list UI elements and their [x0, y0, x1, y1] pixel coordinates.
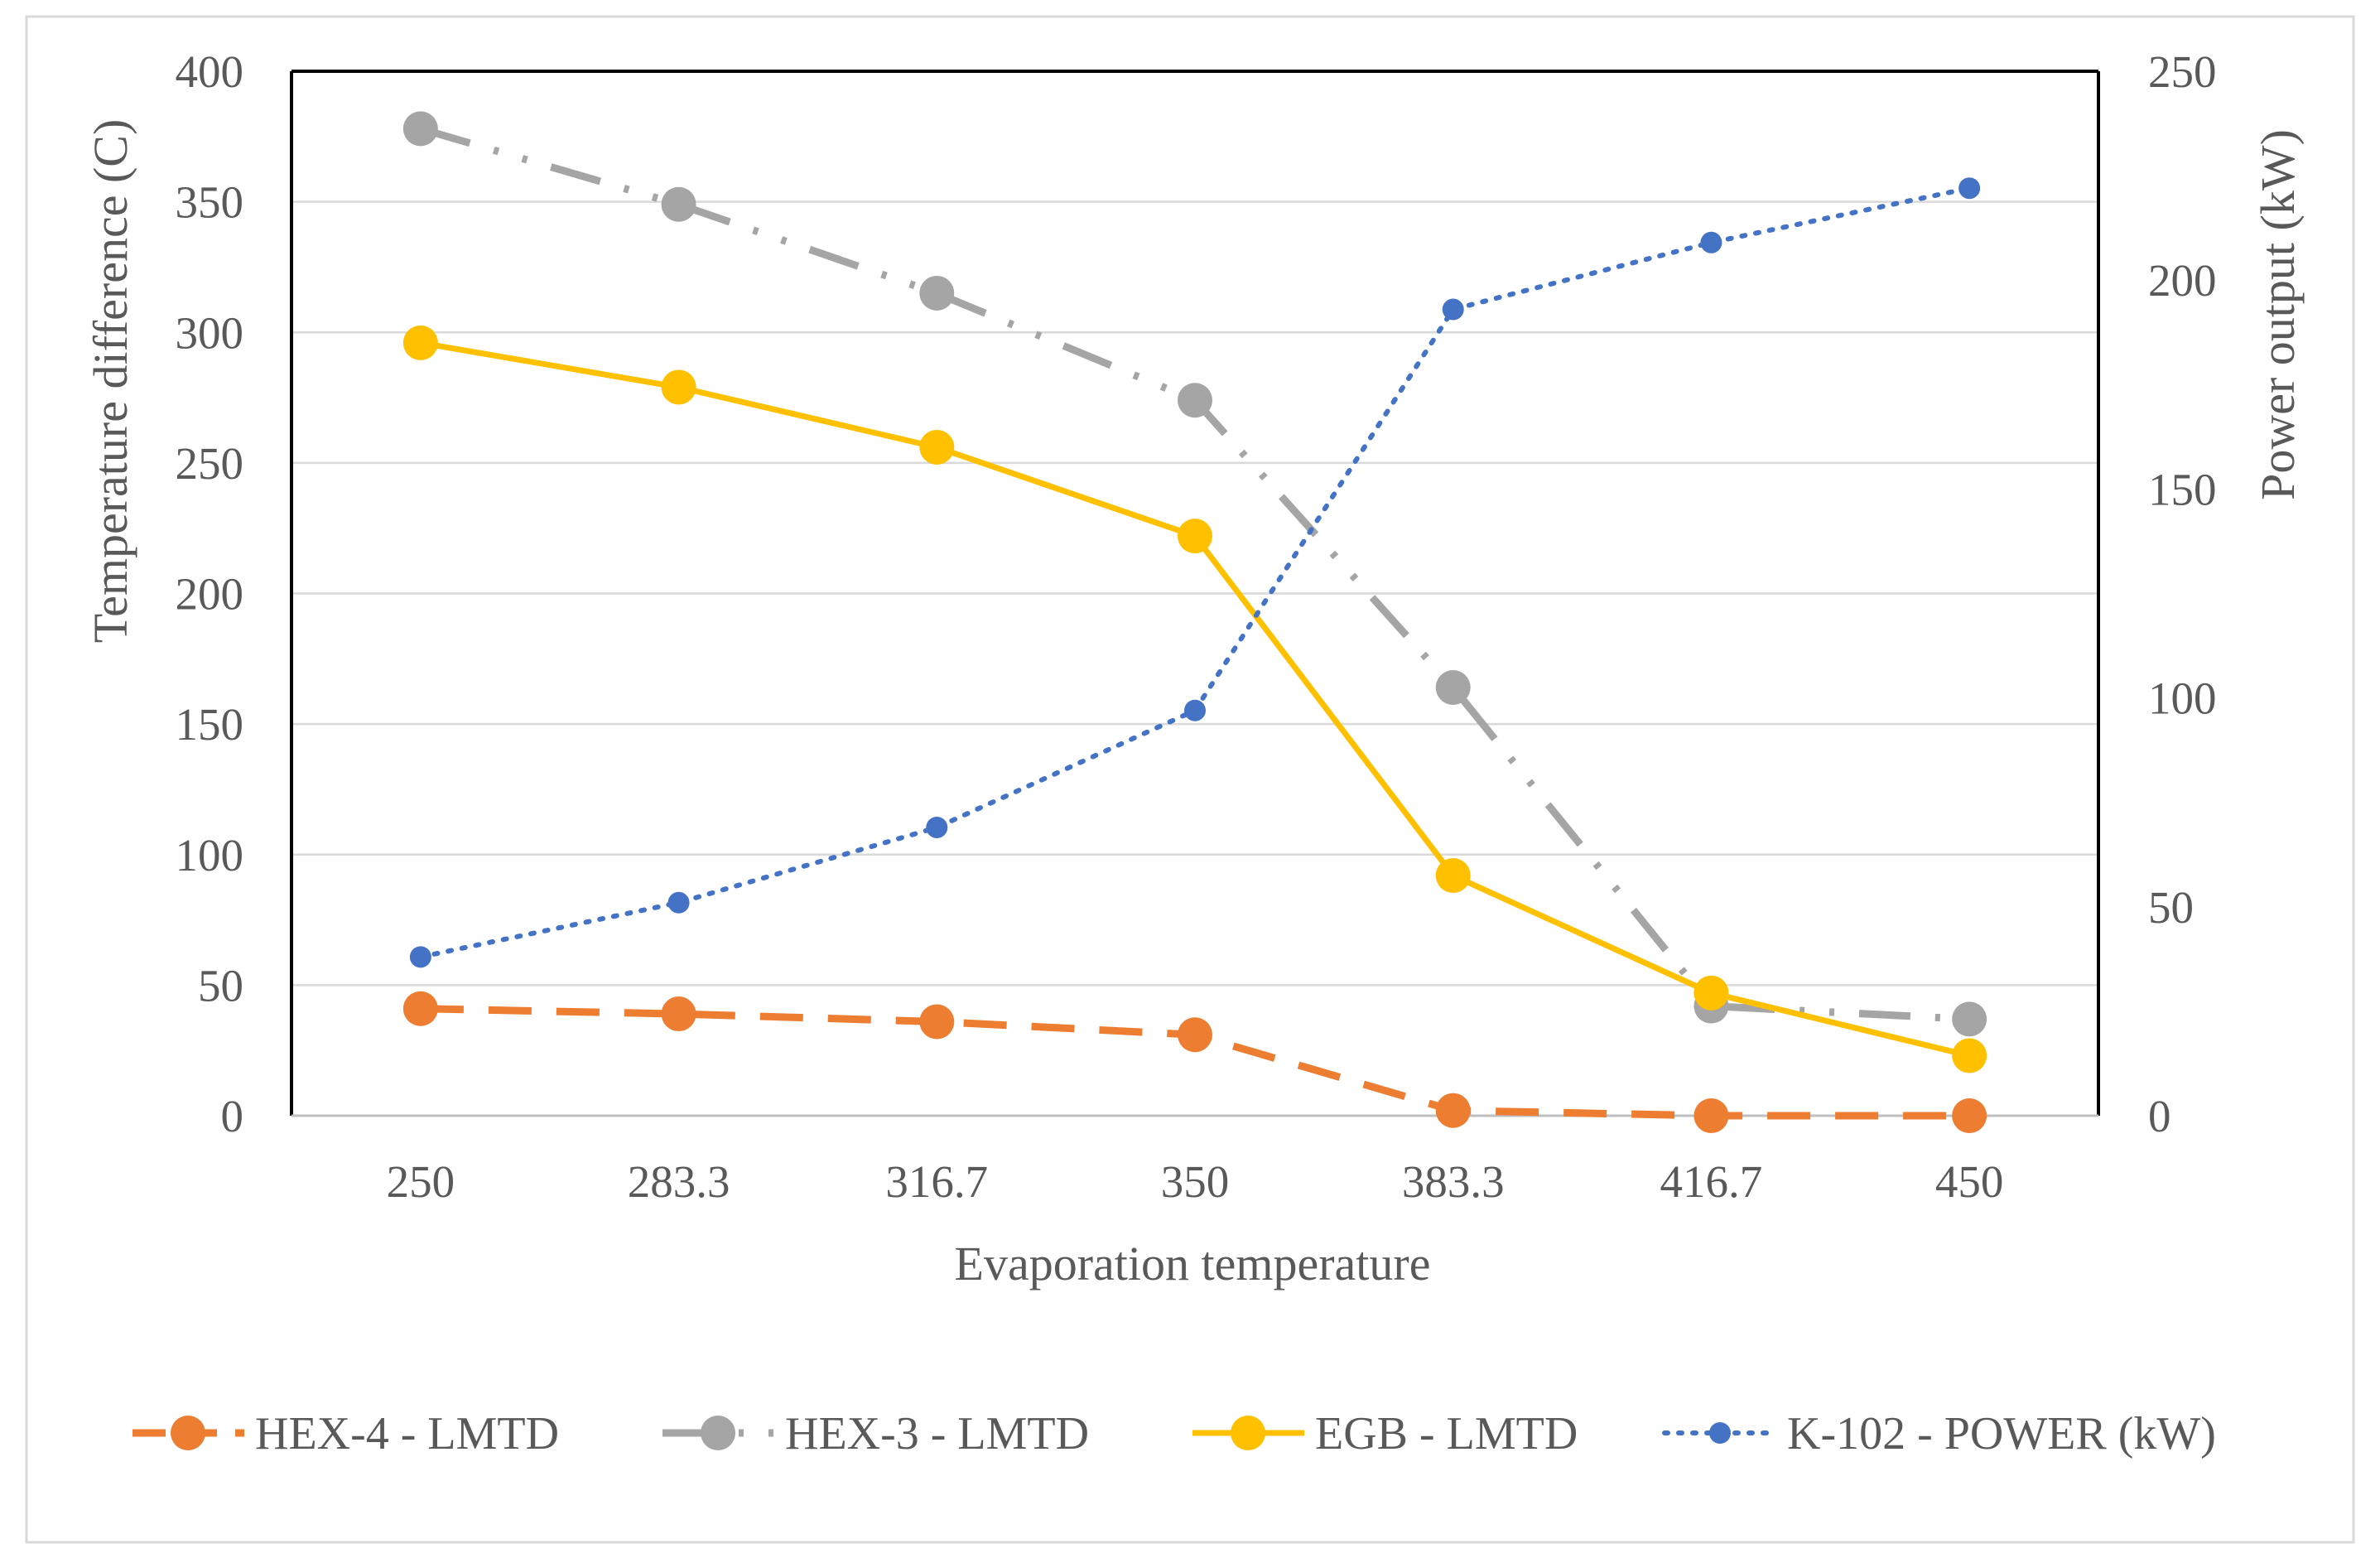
legend: HEX-4 - LMTD HEX-3 - LMTD EGB - LMTD K-102 … [132, 1408, 2216, 1459]
y-tick-label: 350 [176, 177, 244, 228]
data-point-s0-2 [919, 1004, 955, 1040]
data-point-s3-5 [1700, 231, 1722, 253]
y-tick-label: 400 [176, 46, 244, 97]
y2-axis-title: Power output (kW) [2251, 129, 2305, 500]
data-point-s2-5 [1693, 975, 1729, 1011]
x-tick-label: 383.3 [1402, 1156, 1505, 1207]
data-point-s2-3 [1178, 519, 1212, 554]
data-point-s1-6 [1952, 1001, 1987, 1037]
data-point-s0-4 [1435, 1093, 1471, 1128]
data-point-s2-2 [919, 429, 955, 465]
chart-border [25, 15, 2355, 1544]
data-point-s1-1 [661, 186, 696, 222]
y-tick-label: 100 [176, 830, 244, 880]
y2-tick-label: 200 [2148, 255, 2217, 306]
data-point-s0-6 [1952, 1098, 1987, 1133]
data-point-s0-3 [1178, 1017, 1212, 1053]
legend-label-2: EGB - LMTD [1315, 1408, 1578, 1459]
series-markers [402, 111, 1987, 1133]
y2-tick-label: 150 [2148, 464, 2217, 514]
x-axis-ticks: 250 283.3 316.7 350 383.3 416.7 450 [387, 1156, 2004, 1207]
legend-label-1: HEX-3 - LMTD [785, 1408, 1089, 1459]
legend-marker-1 [701, 1416, 735, 1450]
legend-marker-3 [1709, 1422, 1731, 1444]
data-point-s2-6 [1952, 1038, 1987, 1073]
y-tick-label: 150 [176, 699, 244, 750]
y-tick-label: 250 [176, 438, 244, 489]
data-point-s2-0 [402, 325, 438, 360]
data-point-s3-4 [1442, 298, 1464, 321]
y2-tick-label: 250 [2148, 46, 2217, 97]
x-tick-label: 450 [1935, 1156, 2004, 1207]
y-tick-label: 300 [176, 307, 244, 358]
data-point-s0-5 [1693, 1098, 1729, 1133]
data-point-s3-3 [1184, 699, 1206, 721]
y2-tick-label: 50 [2148, 882, 2194, 933]
gridlines [291, 200, 2098, 987]
legend-marker-0 [171, 1416, 205, 1450]
data-point-s3-6 [1958, 177, 1981, 200]
y2-tick-label: 100 [2148, 673, 2217, 724]
data-point-s2-1 [661, 369, 696, 405]
x-tick-label: 250 [387, 1156, 455, 1207]
x-tick-label: 350 [1161, 1156, 1230, 1207]
data-point-s3-1 [667, 891, 690, 914]
data-point-s1-3 [1178, 383, 1212, 418]
x-tick-label: 416.7 [1660, 1156, 1763, 1207]
y2-tick-label: 0 [2148, 1091, 2171, 1141]
y-tick-label: 200 [176, 569, 244, 620]
y-axis-ticks: 0 50 100 150 200 250 300 350 400 [176, 46, 244, 1141]
y-axis-title: Temperature difference (C) [84, 119, 137, 644]
y-tick-label: 0 [221, 1091, 244, 1141]
data-point-s1-0 [402, 111, 438, 147]
x-tick-label: 283.3 [628, 1156, 730, 1207]
legend-label-0: HEX-4 - LMTD [255, 1408, 559, 1459]
legend-label-3: K-102 - POWER (kW) [1787, 1408, 2216, 1459]
y2-axis-ticks: 0 50 100 150 200 250 [2148, 46, 2217, 1141]
data-point-s3-2 [926, 816, 948, 838]
x-tick-label: 316.7 [885, 1156, 988, 1207]
data-point-s0-1 [661, 996, 696, 1032]
legend-marker-2 [1231, 1416, 1265, 1450]
data-point-s0-0 [402, 991, 438, 1026]
data-point-s3-0 [409, 946, 431, 968]
data-point-s1-4 [1435, 669, 1471, 705]
y-tick-label: 50 [198, 960, 243, 1011]
data-point-s1-2 [919, 275, 955, 311]
x-axis-title: Evaporation temperature [955, 1237, 1431, 1290]
data-point-s2-4 [1435, 857, 1471, 893]
